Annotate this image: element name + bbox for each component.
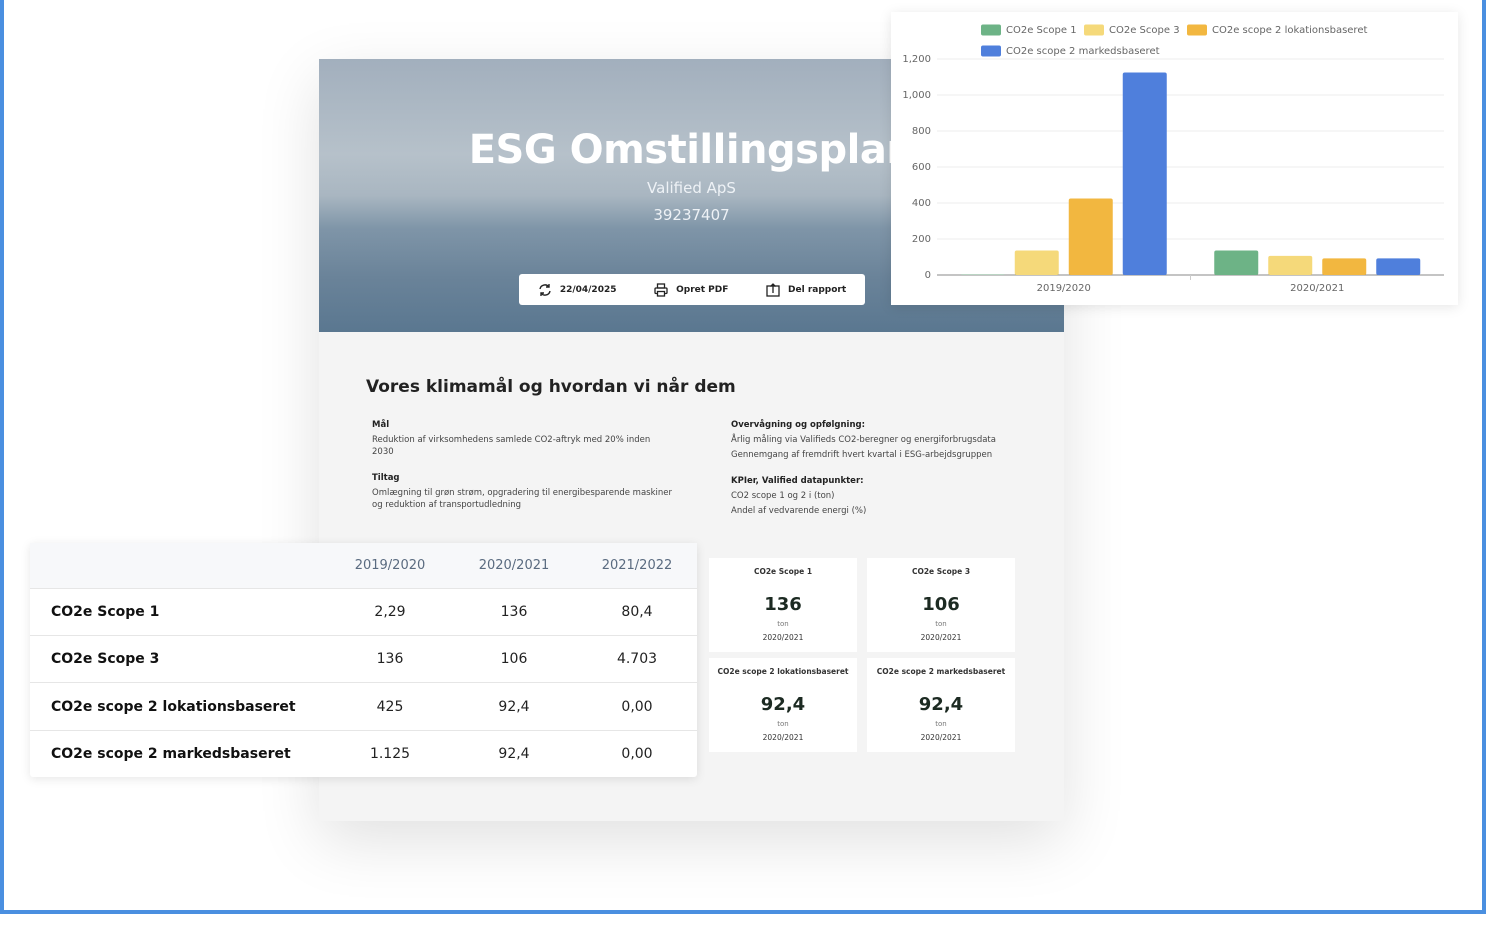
y-tick-label: 600 [912,162,931,173]
y-tick-label: 1,200 [902,54,931,65]
legend-swatch [1187,24,1207,36]
table-cell: 136 [376,651,404,668]
pdf-label: Opret PDF [676,284,729,295]
goal-label: KPIer, Valified datapunkter: [731,476,864,486]
kpi-title: CO2e Scope 1 [753,567,813,576]
company-name: Valified ApS [647,179,736,197]
table-header: 2019/2020 2020/2021 2021/2022 [30,543,697,589]
y-tick-label: 0 [925,270,931,281]
legend-swatch [1084,24,1104,36]
bar [1068,198,1113,275]
table-cell: 106 [500,651,528,668]
kpi-period: 2020/2021 [920,733,962,742]
table-cell: 4.703 [616,651,658,668]
table-cell: 0,00 [621,698,653,715]
goal-text: Reduktion af virksomhedens samlede CO2-a… [372,435,651,457]
chart-card: 0 200 400 600 800 1,000 1,200 CO2e Scope 1 CO2e … [891,12,1458,305]
goal-text: Gennemgang af fremdrift hvert kvartal i … [731,450,993,460]
share-label: Del rapport [788,284,847,295]
table-row: CO2e scope 2 markedsbaseret 1.125 92,4 0,00 [30,731,697,777]
table-row: CO2e scope 2 lokationsbaseret 425 92,4 0,00 [30,684,697,731]
kpi-value: 92,4 [918,694,964,715]
share-icon [766,282,780,297]
kpi-card: CO2e scope 2 markedsbaseret 92,4 ton 2020/2… [867,658,1015,752]
kpi-card: CO2e Scope 1 136 ton 2020/2021 [709,558,857,652]
table-cell: 1.125 [369,745,411,762]
legend-label: CO2e scope 2 lokationsbaseret [1212,25,1367,36]
date-label: 22/04/2025 [559,284,617,295]
goal-text: CO2 scope 1 og 2 i (ton) [731,491,835,501]
row-label: CO2e scope 2 markedsbaseret [51,745,291,762]
goal-label: Mål [372,420,390,430]
bar [1014,250,1059,275]
legend-label: CO2e Scope 1 [1006,25,1077,36]
cvr-number: 39237407 [653,206,730,224]
y-tick-label: 200 [912,234,931,245]
print-icon [654,282,668,297]
row-label: CO2e scope 2 lokationsbaseret [51,698,296,715]
bar [1322,258,1367,275]
legend-label: CO2e Scope 3 [1109,25,1180,36]
pdf-button[interactable]: Opret PDF [654,282,729,297]
kpi-card: CO2e Scope 3 106 ton 2020/2021 [867,558,1015,652]
kpi-title: CO2e Scope 3 [911,567,971,576]
refresh-button[interactable]: 22/04/2025 [538,283,617,297]
chart: 0 200 400 600 800 1,000 1,200 CO2e Scope 1 CO2e … [902,24,1444,294]
goal-text: Årlig måling via Valifieds CO2-beregner … [731,435,996,445]
kpi-period: 2020/2021 [762,633,804,642]
section-heading: Vores klimamål og hvordan vi når dem [366,377,736,397]
kpi-title: CO2e scope 2 markedsbaseret [876,667,1006,676]
bar [1376,258,1421,275]
data-table: 2019/2020 2020/2021 2021/2022 CO2e Scope 1 2… [30,543,697,777]
y-tick-label: 400 [912,198,931,209]
column-header: 2019/2020 [354,558,426,573]
table-cell: 2,29 [374,604,406,620]
kpi-value: 136 [764,594,802,615]
table-cell: 425 [376,698,404,715]
table-cell: 92,4 [498,698,530,715]
share-button[interactable]: Del rapport [766,282,847,297]
kpi-unit: ton [777,720,789,728]
goal-label: Overvågning og opfølgning: [731,420,865,430]
column-header: 2020/2021 [478,558,550,573]
legend-swatch [981,24,1001,36]
action-bar: 22/04/2025 Opret PDF Del rapport [519,274,865,305]
table-row: CO2e Scope 1 2,29 136 80,4 [30,589,697,636]
row-label: CO2e Scope 3 [51,651,160,668]
legend-swatch [981,45,1001,57]
report-title: ESG Omstillingsplan [468,127,915,173]
kpi-value: 106 [922,594,960,615]
table-cell: 80,4 [621,604,653,620]
kpi-card: CO2e scope 2 lokationsbaseret 92,4 ton 2020… [709,658,857,752]
kpi-period: 2020/2021 [920,633,962,642]
bar [1268,255,1313,275]
kpi-unit: ton [777,620,789,628]
x-tick-label: 2020/2021 [1290,283,1344,294]
kpi-unit: ton [935,720,947,728]
bar [1214,250,1259,275]
column-header: 2021/2022 [601,558,673,573]
bar [1122,72,1167,275]
y-tick-label: 800 [912,126,931,137]
goal-text: Omlægning til grøn strøm, opgradering ti… [372,488,672,510]
goals-column: Overvågning og opfølgning: Årlig måling v… [731,419,1031,517]
table-cell: 0,00 [621,745,653,762]
kpi-period: 2020/2021 [762,733,804,742]
goal-text: Andel af vedvarende energi (%) [731,506,867,516]
table-cell: 136 [500,604,528,620]
goal-label: Tiltag [372,473,400,483]
goals-column: Mål Reduktion af virksomhedens samlede CO… [372,419,672,511]
legend-label: CO2e scope 2 markedsbaseret [1006,46,1160,57]
kpi-title: CO2e scope 2 lokationsbaseret [717,667,849,676]
refresh-icon [539,283,551,296]
row-label: CO2e Scope 1 [51,604,160,620]
kpi-unit: ton [935,620,947,628]
table-cell: 92,4 [498,745,530,762]
x-tick-label: 2019/2020 [1037,283,1091,294]
y-tick-label: 1,000 [902,90,931,101]
table-row: CO2e Scope 3 136 106 4.703 [30,636,697,684]
kpi-value: 92,4 [760,694,806,715]
